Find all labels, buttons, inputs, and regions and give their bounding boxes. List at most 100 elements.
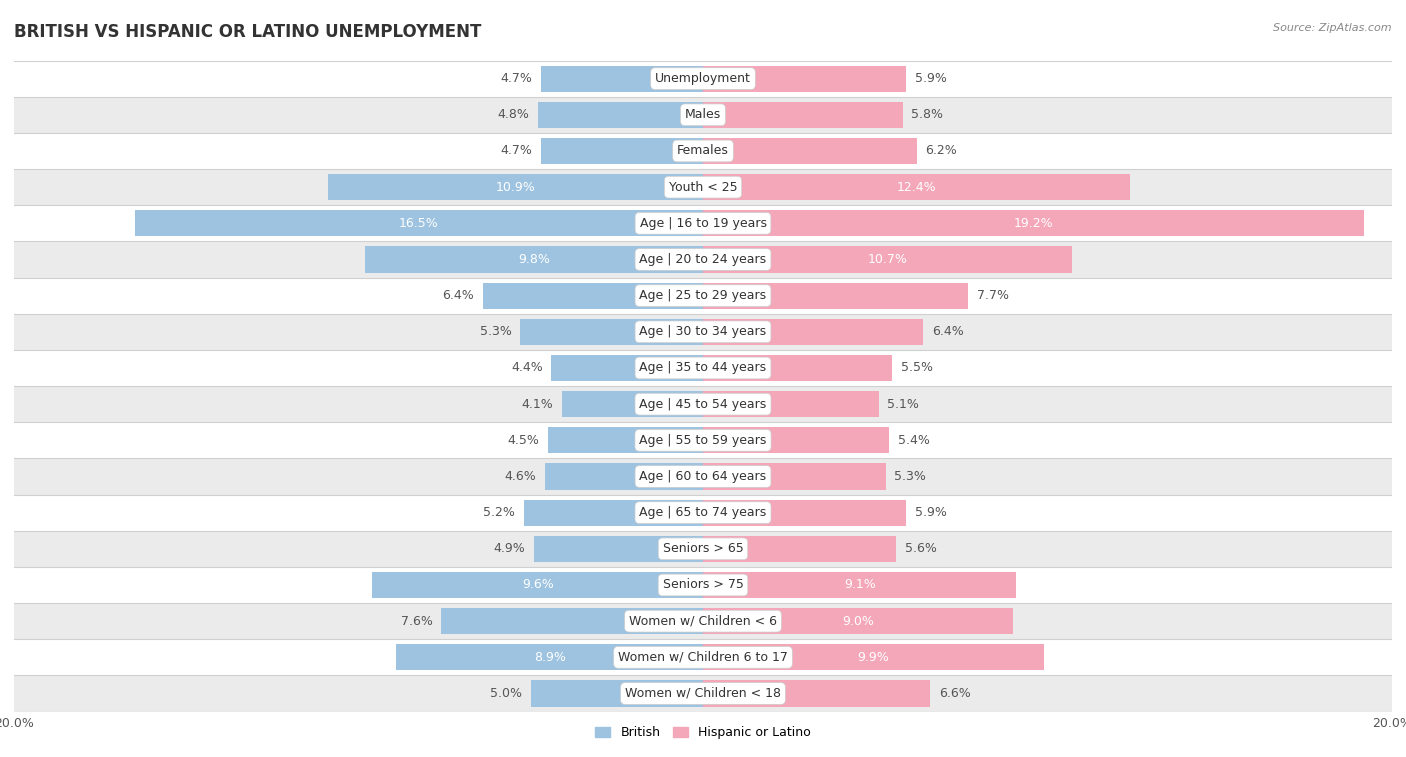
Text: Age | 60 to 64 years: Age | 60 to 64 years	[640, 470, 766, 483]
Bar	[703, 319, 924, 345]
Bar	[14, 459, 1392, 494]
Text: 4.7%: 4.7%	[501, 72, 533, 85]
Bar	[14, 97, 1392, 133]
Bar	[703, 66, 907, 92]
Bar	[441, 608, 703, 634]
Text: Age | 65 to 74 years: Age | 65 to 74 years	[640, 506, 766, 519]
Text: 5.0%: 5.0%	[491, 687, 522, 700]
Text: 5.9%: 5.9%	[915, 506, 946, 519]
Text: 5.6%: 5.6%	[904, 542, 936, 556]
Text: 16.5%: 16.5%	[399, 217, 439, 230]
Bar	[703, 463, 886, 490]
Text: 7.7%: 7.7%	[977, 289, 1010, 302]
Bar	[482, 282, 703, 309]
Bar	[14, 675, 1392, 712]
Text: 12.4%: 12.4%	[897, 181, 936, 194]
Text: Women w/ Children < 18: Women w/ Children < 18	[626, 687, 780, 700]
Bar	[531, 681, 703, 706]
Text: Seniors > 65: Seniors > 65	[662, 542, 744, 556]
Bar	[14, 567, 1392, 603]
Bar	[14, 350, 1392, 386]
Bar	[14, 278, 1392, 313]
Bar	[703, 282, 969, 309]
Text: 4.6%: 4.6%	[505, 470, 536, 483]
Text: 5.3%: 5.3%	[894, 470, 927, 483]
Bar	[14, 169, 1392, 205]
Bar	[373, 572, 703, 598]
Bar	[366, 247, 703, 273]
Text: 5.5%: 5.5%	[901, 362, 934, 375]
Text: Women w/ Children < 6: Women w/ Children < 6	[628, 615, 778, 628]
Text: Males: Males	[685, 108, 721, 121]
Text: 5.8%: 5.8%	[911, 108, 943, 121]
Text: 9.1%: 9.1%	[844, 578, 876, 591]
Bar	[537, 101, 703, 128]
Text: BRITISH VS HISPANIC OR LATINO UNEMPLOYMENT: BRITISH VS HISPANIC OR LATINO UNEMPLOYME…	[14, 23, 481, 41]
Text: Age | 35 to 44 years: Age | 35 to 44 years	[640, 362, 766, 375]
Text: Age | 25 to 29 years: Age | 25 to 29 years	[640, 289, 766, 302]
Bar	[703, 681, 931, 706]
Bar	[14, 133, 1392, 169]
Text: 6.2%: 6.2%	[925, 145, 957, 157]
Text: Females: Females	[678, 145, 728, 157]
Text: Unemployment: Unemployment	[655, 72, 751, 85]
Text: 10.7%: 10.7%	[868, 253, 907, 266]
Bar	[14, 422, 1392, 459]
Text: Seniors > 75: Seniors > 75	[662, 578, 744, 591]
Bar	[703, 608, 1012, 634]
Text: 6.6%: 6.6%	[939, 687, 970, 700]
Bar	[703, 138, 917, 164]
Text: 9.8%: 9.8%	[519, 253, 550, 266]
Bar	[520, 319, 703, 345]
Text: Age | 20 to 24 years: Age | 20 to 24 years	[640, 253, 766, 266]
Bar	[14, 241, 1392, 278]
Bar	[14, 639, 1392, 675]
Bar	[524, 500, 703, 525]
Text: Age | 16 to 19 years: Age | 16 to 19 years	[640, 217, 766, 230]
Bar	[703, 500, 907, 525]
Bar	[14, 205, 1392, 241]
Bar	[703, 536, 896, 562]
Bar	[14, 603, 1392, 639]
Text: 5.1%: 5.1%	[887, 397, 920, 410]
Bar	[703, 572, 1017, 598]
Bar	[548, 427, 703, 453]
Bar	[703, 101, 903, 128]
Text: 5.3%: 5.3%	[479, 326, 512, 338]
Bar	[541, 66, 703, 92]
Text: Youth < 25: Youth < 25	[669, 181, 737, 194]
Bar	[14, 494, 1392, 531]
Bar	[703, 355, 893, 381]
Text: Age | 55 to 59 years: Age | 55 to 59 years	[640, 434, 766, 447]
Text: 9.6%: 9.6%	[522, 578, 554, 591]
Text: 6.4%: 6.4%	[932, 326, 965, 338]
Text: 4.1%: 4.1%	[522, 397, 553, 410]
Bar	[328, 174, 703, 200]
Bar	[396, 644, 703, 671]
Bar	[703, 210, 1364, 236]
Text: 5.4%: 5.4%	[897, 434, 929, 447]
Text: 4.9%: 4.9%	[494, 542, 526, 556]
Bar	[534, 536, 703, 562]
Bar	[703, 644, 1045, 671]
Bar	[14, 386, 1392, 422]
Text: Women w/ Children 6 to 17: Women w/ Children 6 to 17	[619, 651, 787, 664]
Bar	[703, 247, 1071, 273]
Bar	[14, 313, 1392, 350]
Text: Age | 30 to 34 years: Age | 30 to 34 years	[640, 326, 766, 338]
Bar	[703, 391, 879, 417]
Text: Age | 45 to 54 years: Age | 45 to 54 years	[640, 397, 766, 410]
Text: 4.8%: 4.8%	[498, 108, 529, 121]
Text: 7.6%: 7.6%	[401, 615, 433, 628]
Bar	[551, 355, 703, 381]
Bar	[703, 427, 889, 453]
Text: 4.4%: 4.4%	[510, 362, 543, 375]
Text: Source: ZipAtlas.com: Source: ZipAtlas.com	[1274, 23, 1392, 33]
Text: 6.4%: 6.4%	[441, 289, 474, 302]
Text: 10.9%: 10.9%	[495, 181, 536, 194]
Bar	[135, 210, 703, 236]
Text: 9.9%: 9.9%	[858, 651, 890, 664]
Text: 5.9%: 5.9%	[915, 72, 946, 85]
Text: 19.2%: 19.2%	[1014, 217, 1053, 230]
Text: 5.2%: 5.2%	[484, 506, 515, 519]
